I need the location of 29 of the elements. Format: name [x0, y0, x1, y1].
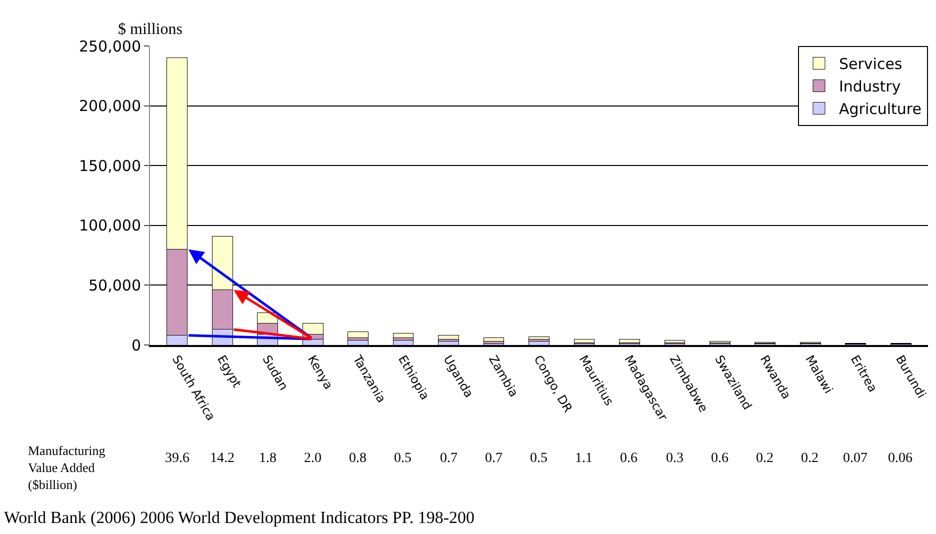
- text: 1.8: [259, 451, 276, 466]
- text: 0.7: [485, 451, 502, 466]
- y-tick-label: 50,000: [88, 276, 141, 294]
- text: 0.5: [530, 451, 548, 466]
- text: 1.1: [575, 451, 592, 466]
- text: 0.5: [394, 451, 412, 466]
- text: 14.2: [210, 451, 234, 466]
- text: 0.7: [440, 451, 458, 466]
- y-tick-label: 100,000: [78, 216, 141, 235]
- y-tick-label: 250,000: [78, 37, 141, 56]
- text: World Bank (2006) 2006 World Development Indicators PP. 198-200: [4, 508, 475, 527]
- y-tick-label: 0: [131, 336, 141, 354]
- legend-label: Services: [839, 55, 902, 74]
- y-axis-title: $ millions: [118, 21, 182, 38]
- text: 0.06: [888, 451, 912, 466]
- legend-label: Agriculture: [839, 100, 922, 118]
- legend-label: Industry: [839, 78, 901, 96]
- text: 0.2: [801, 451, 818, 466]
- text: 0.3: [666, 451, 684, 466]
- text: 0.07: [843, 451, 868, 466]
- text: 0.6: [620, 451, 638, 466]
- y-tick-label: 200,000: [78, 97, 141, 116]
- text: Manufacturing Value Added ($billion): [28, 443, 106, 492]
- text: 2.0: [304, 451, 322, 466]
- text: 0.8: [349, 451, 366, 466]
- y-tick-label: 150,000: [78, 156, 141, 175]
- text: 39.6: [165, 451, 190, 466]
- text: 0.2: [756, 451, 774, 466]
- text: 0.6: [711, 451, 728, 466]
